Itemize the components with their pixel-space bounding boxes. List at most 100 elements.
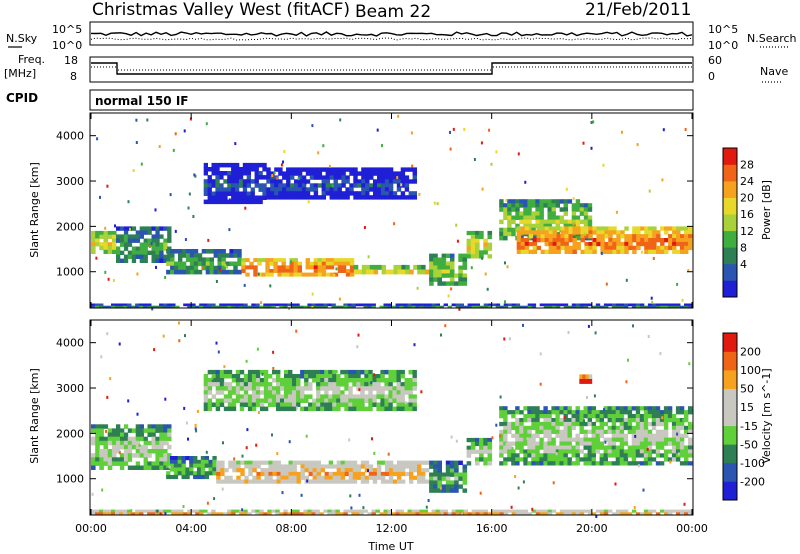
data-cell bbox=[647, 305, 653, 309]
data-cell bbox=[91, 453, 96, 458]
colorbar-swatch bbox=[723, 407, 737, 427]
data-cell bbox=[603, 437, 608, 442]
data-cell bbox=[519, 429, 524, 434]
data-cell bbox=[535, 512, 541, 516]
data-cell bbox=[523, 203, 528, 208]
data-cell bbox=[104, 226, 107, 230]
data-cell bbox=[276, 402, 281, 407]
data-cell bbox=[167, 457, 172, 462]
data-cell bbox=[170, 463, 175, 468]
data-cell bbox=[412, 378, 417, 383]
data-cell bbox=[250, 167, 255, 172]
data-cell bbox=[369, 183, 374, 188]
data-cell bbox=[205, 450, 208, 454]
data-cell bbox=[523, 429, 528, 434]
data-cell bbox=[95, 256, 98, 260]
data-cell bbox=[531, 457, 536, 462]
data-cell bbox=[348, 460, 354, 465]
data-cell bbox=[159, 436, 164, 442]
data-cell bbox=[380, 398, 385, 403]
data-cell bbox=[127, 512, 132, 516]
data-cell bbox=[273, 265, 278, 270]
data-cell bbox=[462, 265, 468, 270]
data-cell bbox=[219, 183, 224, 188]
data-cell bbox=[196, 474, 202, 480]
data-cell bbox=[211, 162, 216, 168]
data-cell bbox=[127, 453, 133, 458]
data-cell bbox=[592, 241, 597, 247]
data-cell bbox=[466, 461, 472, 466]
data-cell bbox=[139, 428, 144, 433]
data-cell bbox=[356, 471, 362, 477]
data-cell bbox=[179, 509, 184, 513]
data-cell bbox=[272, 369, 277, 375]
data-cell bbox=[583, 441, 588, 446]
data-cell bbox=[295, 406, 298, 410]
data-cell bbox=[369, 187, 374, 192]
data-cell bbox=[556, 226, 561, 231]
data-cell bbox=[360, 402, 365, 407]
data-cell bbox=[648, 230, 653, 235]
data-cell bbox=[651, 300, 654, 304]
nsky-label: N.Sky bbox=[6, 32, 38, 45]
data-cell bbox=[684, 303, 689, 307]
data-cell bbox=[437, 468, 442, 473]
data-cell bbox=[499, 437, 504, 442]
data-cell bbox=[515, 199, 520, 204]
data-cell bbox=[679, 437, 685, 442]
data-cell bbox=[245, 359, 248, 363]
data-cell bbox=[640, 226, 645, 231]
data-cell bbox=[535, 429, 540, 434]
data-cell bbox=[531, 461, 536, 466]
data-cell bbox=[571, 305, 577, 309]
data-cell bbox=[173, 459, 179, 464]
data-cell bbox=[119, 303, 124, 307]
data-cell bbox=[441, 257, 447, 262]
data-cell bbox=[276, 386, 281, 391]
data-cell bbox=[663, 449, 669, 454]
colorbar-swatch bbox=[723, 370, 737, 389]
data-cell bbox=[539, 453, 544, 458]
data-cell bbox=[583, 419, 585, 423]
data-cell bbox=[325, 191, 330, 196]
data-cell bbox=[139, 226, 144, 231]
data-cell bbox=[479, 449, 484, 454]
data-cell bbox=[623, 433, 629, 438]
data-cell bbox=[680, 249, 685, 254]
data-cell bbox=[449, 273, 455, 278]
data-cell bbox=[511, 414, 516, 419]
data-cell bbox=[155, 440, 160, 446]
data-cell bbox=[131, 246, 137, 251]
data-cell bbox=[231, 199, 236, 205]
data-cell bbox=[219, 268, 221, 272]
data-cell bbox=[247, 402, 253, 407]
data-cell bbox=[564, 241, 569, 247]
data-cell bbox=[671, 441, 677, 446]
data-cell bbox=[631, 461, 637, 466]
data-cell bbox=[475, 512, 480, 516]
data-cell bbox=[185, 269, 191, 275]
data-cell bbox=[675, 433, 681, 438]
data-cell bbox=[123, 424, 129, 429]
data-cell bbox=[315, 305, 320, 309]
data-cell bbox=[189, 265, 195, 271]
data-cell bbox=[304, 382, 309, 387]
data-cell bbox=[167, 436, 172, 442]
data-cell bbox=[671, 414, 677, 419]
data-cell bbox=[227, 398, 233, 403]
data-cell bbox=[292, 471, 297, 477]
data-cell bbox=[151, 242, 156, 247]
data-cell bbox=[615, 425, 621, 431]
data-cell bbox=[252, 464, 257, 469]
data-cell bbox=[91, 457, 96, 462]
data-cell bbox=[583, 203, 589, 208]
data-cell bbox=[143, 242, 148, 247]
data-cell bbox=[147, 428, 152, 433]
data-cell bbox=[156, 509, 159, 513]
data-cell bbox=[288, 386, 293, 391]
data-cell bbox=[238, 191, 244, 196]
data-cell bbox=[380, 386, 385, 391]
data-cell bbox=[535, 441, 540, 446]
data-cell bbox=[449, 488, 455, 493]
data-cell bbox=[327, 509, 332, 513]
